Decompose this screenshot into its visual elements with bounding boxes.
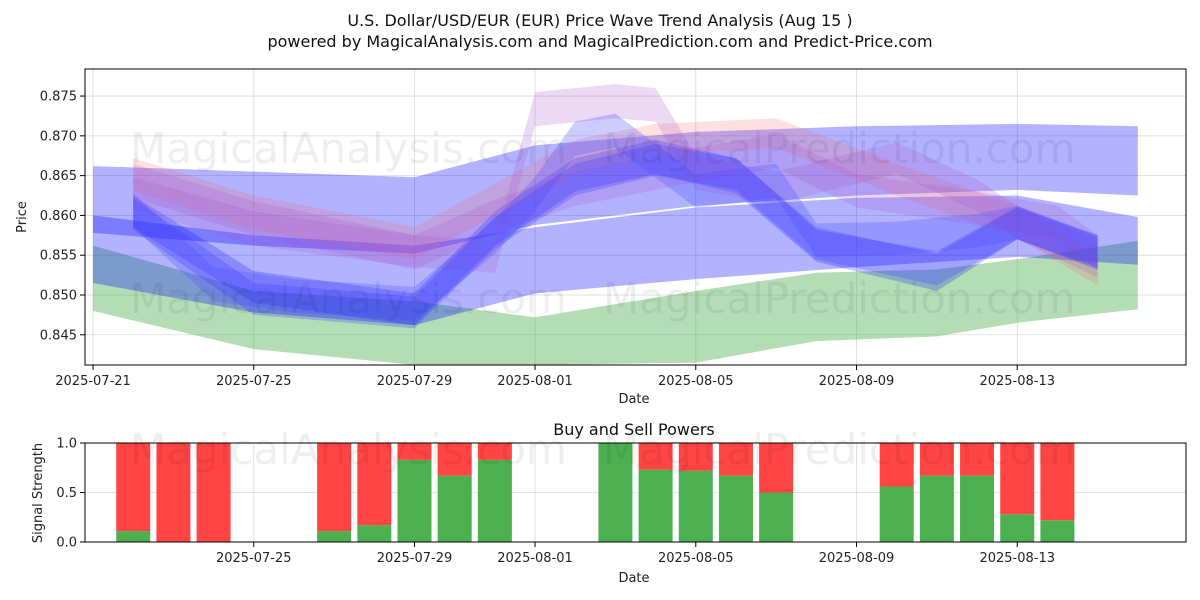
power-y-tick-label: 1.0 [56,437,77,452]
power-x-tick-label: 2025-08-01 [497,551,573,566]
price-band-5 [133,118,1098,286]
price-y-axis-label: Price [15,201,30,233]
price-band-2 [93,123,1138,254]
sell-bar [638,443,673,470]
buy-bar [317,531,352,542]
sell-bar [919,443,954,476]
price-x-tick-label: 2025-07-29 [377,374,453,389]
power-bars [116,443,1075,542]
sell-bar [196,443,231,542]
buy-bar [960,475,995,542]
buy-bar [1040,520,1075,542]
sell-bar [718,443,753,476]
buy-bar [437,475,472,542]
price-band-3 [93,195,1138,326]
buy-bar [718,475,753,542]
buy-bar [116,531,151,542]
sell-bar [397,443,432,460]
watermark-prediction-lower: MagicalPrediction.com [603,274,1076,323]
sell-bar [1000,443,1035,515]
price-x-tick-label: 2025-08-13 [979,374,1055,389]
sell-bar [879,443,914,487]
buy-bar [397,459,432,542]
chart-title: U.S. Dollar/USD/EUR (EUR) Price Wave Tre… [347,11,852,30]
power-y-ticks: 0.0 0.5 1.0 [56,437,85,551]
buy-bar [598,443,633,542]
price-x-tick-label: 2025-08-05 [658,374,734,389]
price-plot-frame [84,68,1187,366]
power-watermarks: MagicalAnalysis.com MagicalPrediction.co… [130,425,1076,474]
sell-bar [317,443,352,532]
price-grid [85,69,1186,365]
power-x-tick-label: 2025-07-29 [377,551,453,566]
price-y-tick-label: 0.865 [40,169,77,184]
price-bands [93,84,1138,365]
price-x-axis-label: Date [618,392,649,407]
power-y-axis-label: Signal Strength [31,443,46,543]
buy-bar [638,469,673,542]
sell-bar [1040,443,1075,521]
sell-bar [437,443,472,476]
price-y-tick-label: 0.855 [40,249,77,264]
price-y-tick-label: 0.875 [40,90,77,105]
buy-bar [919,475,954,542]
sell-bar [759,443,794,493]
buy-bar [477,459,512,542]
power-x-tick-label: 2025-08-09 [819,551,895,566]
price-x-ticks: 2025-07-21 2025-07-25 2025-07-29 2025-08-01… [55,365,1055,389]
price-band-8 [133,113,1098,321]
watermark-analysis-lower: MagicalAnalysis.com [130,274,567,323]
price-band-1 [93,240,1138,365]
buy-bar [357,525,392,542]
power-y-tick-label: 0.0 [56,536,77,551]
buy-bar [879,486,914,542]
watermark-prediction-power: MagicalPrediction.com [603,425,1076,474]
price-x-tick-label: 2025-08-09 [819,374,895,389]
price-x-tick-label: 2025-07-21 [55,374,131,389]
chart-subtitle: powered by MagicalAnalysis.com and Magic… [267,32,932,51]
power-x-tick-label: 2025-07-25 [216,551,292,566]
power-chart-title: Buy and Sell Powers [553,420,715,439]
power-y-tick-label: 0.5 [56,486,77,501]
sell-bar [477,443,512,460]
sell-bar [678,443,713,471]
price-band-9 [133,143,1098,329]
power-x-tick-label: 2025-08-13 [979,551,1055,566]
buy-bar [1000,514,1035,542]
price-watermarks: MagicalAnalysis.com MagicalPrediction.co… [130,124,1076,323]
watermark-prediction: MagicalPrediction.com [603,124,1076,173]
watermark-analysis-power: MagicalAnalysis.com [130,425,567,474]
price-y-tick-label: 0.860 [40,209,77,224]
sell-bar [156,443,191,542]
watermark-analysis: MagicalAnalysis.com [130,124,567,173]
buy-bar [678,470,713,542]
power-x-ticks: 2025-07-25 2025-07-29 2025-08-01 2025-08-05… [216,542,1055,566]
sell-bar [357,443,392,526]
power-x-axis-label: Date [618,571,649,586]
price-x-tick-label: 2025-08-01 [497,374,573,389]
price-y-tick-label: 0.845 [40,328,77,343]
price-y-tick-label: 0.850 [40,288,77,303]
price-x-tick-label: 2025-07-25 [216,374,292,389]
price-band-6 [133,134,1098,270]
buy-bar [759,492,794,542]
sell-bar [960,443,995,476]
price-y-ticks: 0.845 0.850 0.855 0.860 0.865 0.870 0.875 [40,90,85,343]
power-x-tick-label: 2025-08-05 [658,551,734,566]
sell-bar [116,443,151,532]
price-band-4 [133,139,1098,326]
price-y-tick-label: 0.870 [40,129,77,144]
